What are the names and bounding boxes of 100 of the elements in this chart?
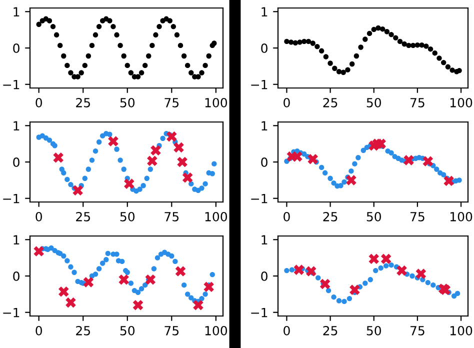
point (153, 32, 158, 38)
point (154, 255, 160, 260)
point (380, 254, 392, 264)
point (354, 53, 360, 59)
x-tick-label: 75 (410, 212, 424, 222)
point (314, 44, 320, 50)
x-tick-label: 25 (76, 98, 90, 108)
point (310, 40, 316, 46)
y-tick-label: 0 (13, 157, 20, 167)
x-tick-label: 50 (366, 98, 381, 108)
point (362, 36, 368, 42)
point (328, 176, 333, 181)
point (89, 158, 95, 163)
y-tick-label: 1 (14, 7, 20, 16)
point (182, 172, 193, 183)
point (68, 182, 74, 188)
point (388, 150, 394, 156)
point (384, 29, 390, 34)
point (432, 50, 438, 56)
point (306, 38, 312, 44)
point (172, 258, 178, 264)
point (378, 265, 384, 271)
point (362, 280, 368, 286)
point (107, 18, 112, 24)
point (410, 273, 415, 279)
point (166, 131, 177, 142)
point (137, 186, 142, 192)
point (356, 155, 361, 160)
point (445, 64, 451, 70)
point (160, 136, 166, 141)
point (92, 272, 98, 277)
point (440, 172, 446, 178)
point (147, 156, 158, 166)
point (210, 171, 215, 176)
point (150, 145, 161, 156)
point (138, 286, 144, 292)
point (350, 284, 360, 295)
point (82, 62, 88, 68)
point (64, 176, 70, 182)
point (169, 253, 174, 259)
point (144, 176, 150, 181)
point (178, 42, 184, 48)
x-tick-label: 0 (284, 98, 290, 108)
y-tick-label: 0 (261, 271, 268, 281)
point (53, 152, 64, 163)
point (118, 42, 123, 48)
point (410, 42, 416, 48)
point (92, 148, 98, 154)
point (54, 32, 60, 38)
point (46, 18, 52, 24)
point (456, 68, 462, 74)
point (422, 156, 434, 166)
point (348, 168, 354, 174)
point (184, 292, 190, 297)
point (336, 69, 342, 74)
point (121, 53, 126, 59)
point (380, 26, 386, 32)
point (89, 42, 95, 48)
x-tick-label: 100 (450, 326, 472, 336)
point (135, 290, 141, 295)
point (96, 24, 102, 30)
point (96, 266, 102, 272)
point (150, 42, 155, 48)
x-tick-label: 75 (164, 212, 179, 222)
point (444, 176, 454, 186)
point (202, 62, 208, 68)
point (199, 186, 204, 191)
point (64, 62, 70, 68)
point (104, 257, 109, 262)
point (174, 142, 184, 153)
x-tick-label: 0 (36, 98, 42, 108)
point (121, 166, 126, 172)
point (148, 166, 154, 172)
point (140, 183, 146, 188)
point (196, 74, 201, 80)
point (373, 268, 378, 274)
x-tick-label: 75 (164, 326, 179, 336)
point (124, 62, 130, 68)
point (58, 42, 63, 48)
point (128, 280, 134, 286)
point (368, 277, 373, 282)
point (306, 266, 316, 276)
point (393, 35, 398, 40)
point (92, 32, 98, 38)
y-tick-label: −1 (3, 308, 20, 318)
point (371, 26, 376, 32)
point (212, 161, 217, 166)
y-tick-label: −1 (251, 194, 268, 204)
point (202, 292, 208, 297)
point (368, 254, 380, 264)
point (336, 298, 342, 304)
point (436, 56, 442, 61)
point (43, 135, 49, 141)
point (86, 166, 92, 172)
point (397, 38, 403, 44)
y-tick-label: 1 (14, 235, 20, 244)
point (83, 277, 94, 288)
point (86, 53, 92, 59)
point (212, 40, 217, 46)
point (376, 138, 386, 149)
